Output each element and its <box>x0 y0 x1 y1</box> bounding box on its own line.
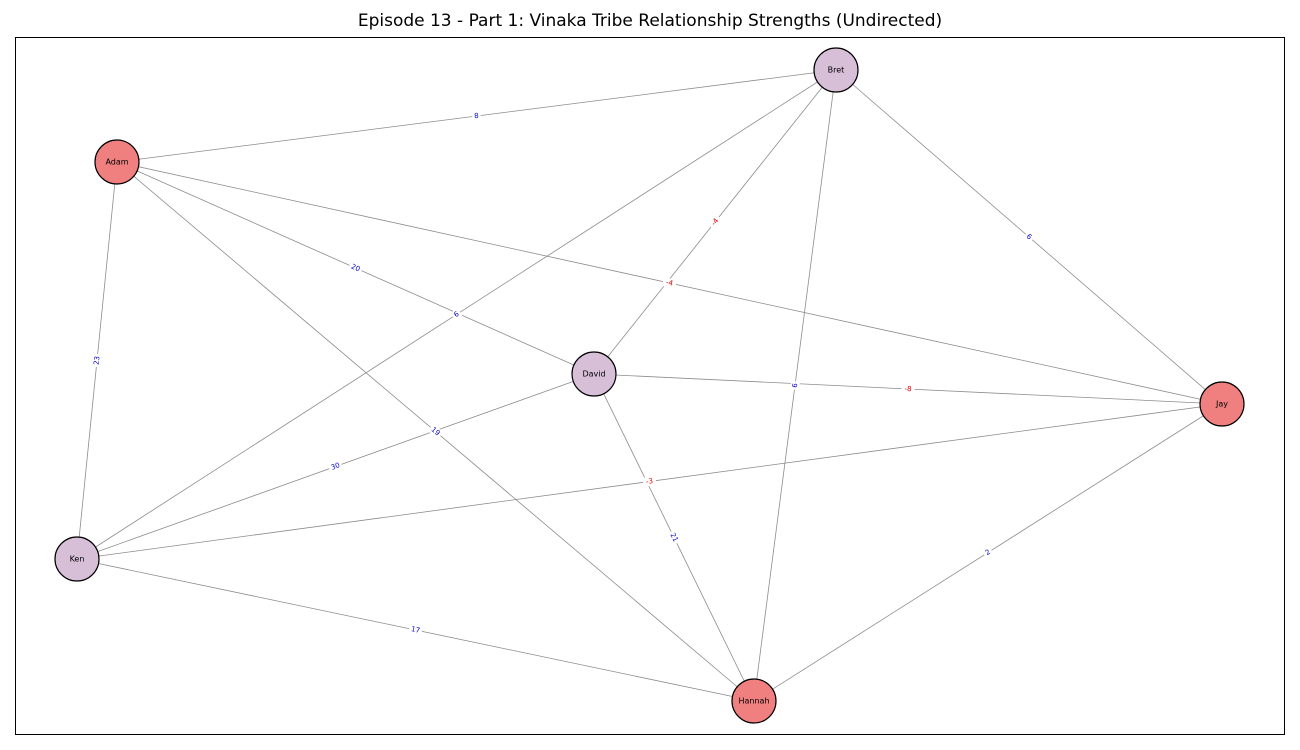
node-label: Jay <box>1215 400 1228 409</box>
edge-label-ken-jay: -3 <box>642 476 657 487</box>
edge-weight-label: 2 <box>984 548 992 557</box>
edge-weight-label: -4 <box>710 216 721 227</box>
node-circle <box>54 536 100 582</box>
edge-weight-label: 8 <box>474 112 479 121</box>
edge-label-background <box>707 214 723 230</box>
node-label: Bret <box>828 66 845 75</box>
node-circle <box>571 351 617 397</box>
edge-weight-label: -3 <box>646 477 654 486</box>
node-circle <box>731 678 777 724</box>
edge-label-background <box>901 384 915 394</box>
edge-label-background <box>91 353 103 368</box>
edge-label-bret-david: -4 <box>707 214 723 230</box>
node-david: David <box>571 351 617 397</box>
node-label: David <box>582 370 605 379</box>
node-adam: Adam <box>94 139 140 185</box>
node-circle <box>813 47 859 93</box>
edge-label-background <box>347 261 364 275</box>
edge-weight-label: 20 <box>350 263 361 274</box>
edge-label-david-ken: 30 <box>327 460 344 473</box>
edge-label-adam-hannah: 19 <box>427 423 444 440</box>
edge-label-background <box>642 476 657 487</box>
edge-label-background <box>662 277 677 289</box>
node-circle <box>94 139 140 185</box>
edge-weight-label: 17 <box>410 625 420 635</box>
edge-label-bret-hannah: 6 <box>789 380 801 391</box>
edge-weight-label: 19 <box>430 426 442 438</box>
edge-weight-label: 6 <box>791 382 800 388</box>
edge-label-background <box>1022 230 1036 244</box>
edge-label-background <box>450 308 463 321</box>
node-label: Ken <box>70 555 85 564</box>
edge-weight-label: -8 <box>904 385 911 393</box>
edge-label-background <box>408 624 423 636</box>
edges-layer <box>76 69 1223 702</box>
node-label: Adam <box>105 158 128 167</box>
node-hannah: Hannah <box>731 678 777 724</box>
node-bret: Bret <box>813 47 859 93</box>
edge-label-background <box>982 546 994 559</box>
edge-label-bret-jay: 6 <box>1022 230 1036 244</box>
edge-label-background <box>327 460 344 473</box>
graph-frame <box>15 37 1285 735</box>
node-ken: Ken <box>54 536 100 582</box>
node-jay: Jay <box>1199 381 1245 427</box>
edge-label-jay-hannah: 2 <box>982 546 994 559</box>
node-circle <box>1199 381 1245 427</box>
edge-labels-layer: 8 6 -4 6 6 -4 20 23 19 -8 30 21 -3 2 17 <box>91 110 1036 636</box>
edge-weight-label: -4 <box>665 278 674 287</box>
edge-label-adam-jay: -4 <box>662 277 677 289</box>
edge-label-david-jay: -8 <box>901 384 915 394</box>
edge-label-bret-ken: 6 <box>450 308 463 321</box>
edge-label-adam-david: 20 <box>347 261 364 275</box>
edge-weight-label: 30 <box>330 461 341 472</box>
edge-label-ken-hannah: 17 <box>408 624 423 636</box>
edge-weight-label: 21 <box>668 532 679 544</box>
edge-label-background <box>471 110 482 122</box>
edge-weight-label: 23 <box>93 356 102 366</box>
edge-label-adam-bret: 8 <box>471 110 482 122</box>
edge-label-david-hannah: 21 <box>667 529 681 546</box>
edge-weight-label: 6 <box>452 310 461 319</box>
figure-title: Episode 13 - Part 1: Vinaka Tribe Relati… <box>357 11 943 31</box>
node-label: Hannah <box>738 697 769 706</box>
edge-label-adam-ken: 23 <box>91 353 103 368</box>
edge-label-background <box>667 529 681 546</box>
edge-label-background <box>789 380 801 391</box>
edge-label-background <box>427 423 444 440</box>
nodes-layer: Bret Adam David Jay Ken Hannah <box>54 47 1245 724</box>
edge-weight-label: 6 <box>1025 233 1034 242</box>
